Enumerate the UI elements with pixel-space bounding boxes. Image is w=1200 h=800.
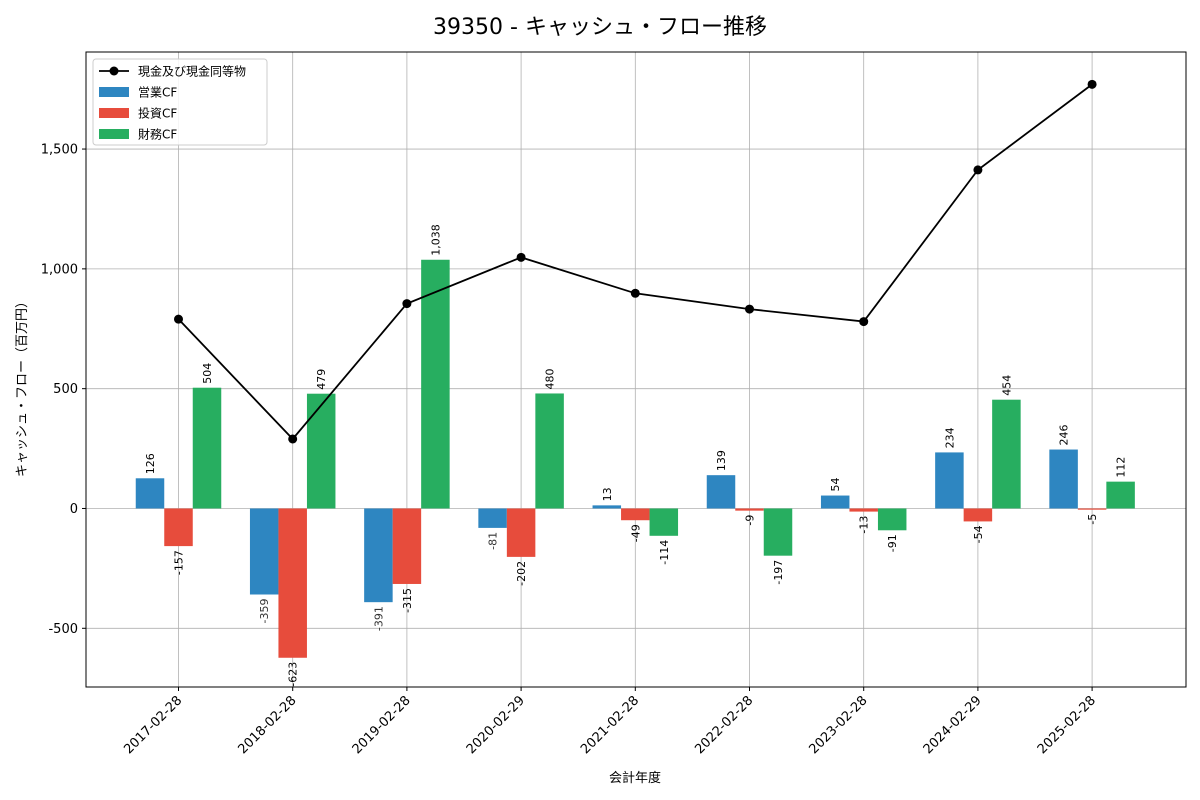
cash-point-3	[516, 252, 526, 262]
y-tick-label: 500	[53, 382, 78, 397]
bar-value-labels: 126 -359 -391 -81 13 139 54 234 246 -157 -623 -315 -…	[144, 224, 1128, 686]
bar-0-1	[249, 508, 279, 595]
chart-title: 39350 - キャッシュ・フロー推移	[433, 15, 767, 40]
bar-label-0-4: 13	[601, 487, 614, 501]
bar-0-5	[706, 475, 736, 509]
x-tick-label: 2025-02-28	[1035, 693, 1099, 757]
bar-label-1-1: -623	[287, 662, 300, 687]
bar-label-2-4: -114	[658, 540, 671, 565]
cash-point-8	[1087, 79, 1097, 89]
cash-line	[174, 79, 1097, 444]
bar-1-5	[735, 508, 764, 511]
grid-lines	[86, 52, 1186, 687]
bar-1-3	[506, 508, 536, 557]
bar-label-1-3: -202	[515, 561, 528, 586]
y-axis-ticks: -500 0 500 1,000 1,500	[41, 143, 86, 637]
bar-label-0-0: 126	[144, 453, 157, 474]
bar-0-6	[820, 495, 850, 509]
x-tick-label: 2018-02-28	[235, 693, 299, 757]
x-tick-label: 2020-02-29	[464, 693, 528, 757]
x-tick-label: 2023-02-28	[806, 693, 870, 757]
bar-label-0-1: -359	[258, 599, 271, 624]
bar-2-5	[763, 508, 793, 556]
bar-0-7	[935, 452, 964, 509]
bar-2-1	[306, 393, 336, 509]
bar-label-1-8: -5	[1086, 514, 1099, 525]
bar-1-7	[963, 508, 993, 522]
legend-label: 現金及び現金同等物	[138, 64, 246, 79]
bar-label-2-7: 454	[1000, 375, 1013, 396]
cash-point-0	[174, 314, 183, 324]
bar-0-8	[1049, 449, 1078, 509]
bar-label-0-3: -81	[487, 532, 500, 550]
bar-label-2-0: 504	[201, 363, 214, 384]
legend-box	[92, 58, 268, 146]
bar-label-0-2: -391	[372, 606, 385, 631]
bar-label-0-6: 54	[829, 478, 842, 492]
legend-bar-swatch	[99, 108, 129, 118]
bar-label-2-6: -91	[886, 534, 899, 552]
bar-label-2-2: 1,038	[429, 224, 442, 256]
x-axis-ticks: 2017-02-28 2018-02-28 2019-02-28 2020-02-29…	[121, 687, 1099, 757]
cash-point-5	[745, 304, 754, 314]
cash-point-7	[973, 165, 983, 175]
y-tick-label: 1,500	[41, 143, 78, 158]
bar-1-6	[849, 508, 878, 512]
bar-1-4	[621, 508, 650, 521]
bar-label-1-0: -157	[173, 550, 186, 575]
bar-1-8	[1077, 508, 1107, 510]
bar-label-1-4: -49	[629, 524, 642, 542]
plot-frame	[85, 51, 1187, 688]
legend-line-marker	[109, 66, 119, 76]
bar-0-4	[592, 505, 622, 509]
bar-1-0	[164, 508, 193, 547]
y-tick-label: -500	[48, 622, 78, 637]
legend-bar-swatch	[99, 87, 129, 97]
x-tick-label: 2017-02-28	[121, 693, 185, 757]
bar-1-2	[392, 508, 422, 584]
bar-2-6	[877, 508, 907, 531]
cash-point-2	[402, 299, 412, 309]
x-tick-label: 2024-02-29	[921, 693, 985, 757]
legend-label: 投資CF	[138, 106, 177, 121]
bar-2-2	[421, 259, 450, 509]
cash-point-4	[630, 288, 640, 298]
bar-label-2-5: -197	[772, 560, 785, 585]
bar-label-0-5: 139	[715, 450, 728, 471]
x-tick-label: 2021-02-28	[578, 693, 642, 757]
x-axis-label: 会計年度	[609, 770, 661, 786]
bar-label-1-2: -315	[401, 588, 414, 613]
bar-label-1-5: -9	[744, 515, 757, 526]
y-tick-label: 0	[70, 502, 78, 517]
bar-2-4	[649, 508, 679, 536]
bar-2-8	[1106, 481, 1135, 509]
legend-label: 営業CF	[138, 86, 177, 100]
bar-0-0	[135, 478, 165, 509]
bar-2-7	[992, 399, 1021, 509]
bar-0-2	[364, 508, 393, 603]
bar-label-0-7: 234	[943, 427, 956, 448]
y-axis-label: キャッシュ・フロー（百万円）	[15, 295, 30, 477]
bar-0-3	[478, 508, 507, 528]
bar-1-1	[278, 508, 307, 658]
bar-label-2-3: 480	[544, 368, 557, 389]
bar-2-0	[192, 387, 222, 509]
bar-label-1-7: -54	[972, 525, 985, 543]
x-tick-label: 2022-02-28	[692, 693, 756, 757]
x-tick-label: 2019-02-28	[350, 693, 414, 757]
legend-bar-swatch	[99, 129, 129, 139]
bar-label-2-8: 112	[1115, 457, 1128, 478]
bar-label-2-1: 479	[315, 369, 328, 390]
cash-point-6	[859, 317, 869, 327]
bar-label-1-6: -13	[858, 516, 871, 534]
bar-label-0-8: 246	[1058, 425, 1071, 446]
legend-label: 財務CF	[138, 127, 177, 142]
bar-2-3	[535, 393, 564, 509]
cash-point-1	[288, 434, 298, 444]
bars	[135, 259, 1135, 658]
y-tick-label: 1,000	[41, 262, 78, 277]
